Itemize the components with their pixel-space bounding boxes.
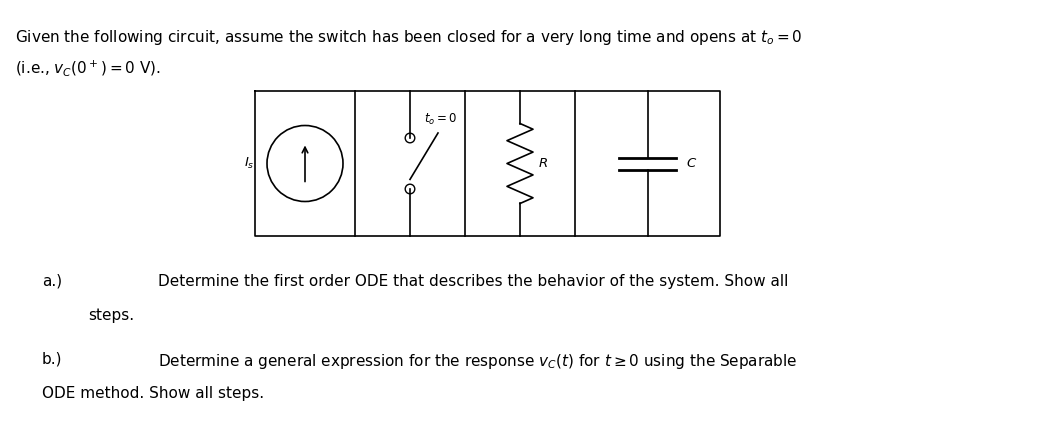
Text: Given the following circuit, assume the switch has been closed for a very long t: Given the following circuit, assume the … xyxy=(15,28,803,47)
Text: a.): a.) xyxy=(43,274,62,289)
Text: Determine a general expression for the response $v_C(t)$ for $t \geq 0$ using th: Determine a general expression for the r… xyxy=(158,352,797,371)
Text: $R$: $R$ xyxy=(538,157,548,170)
Text: $t_o = 0$: $t_o = 0$ xyxy=(424,112,457,128)
Text: (i.e., $v_C(0^+) = 0$ V).: (i.e., $v_C(0^+) = 0$ V). xyxy=(15,58,161,78)
Text: ODE method. Show all steps.: ODE method. Show all steps. xyxy=(43,386,264,401)
Text: b.): b.) xyxy=(43,352,62,367)
Text: Determine the first order ODE that describes the behavior of the system. Show al: Determine the first order ODE that descr… xyxy=(158,274,788,289)
Text: $C$: $C$ xyxy=(685,157,697,170)
Text: steps.: steps. xyxy=(88,308,134,323)
Text: $I_s$: $I_s$ xyxy=(245,156,255,171)
